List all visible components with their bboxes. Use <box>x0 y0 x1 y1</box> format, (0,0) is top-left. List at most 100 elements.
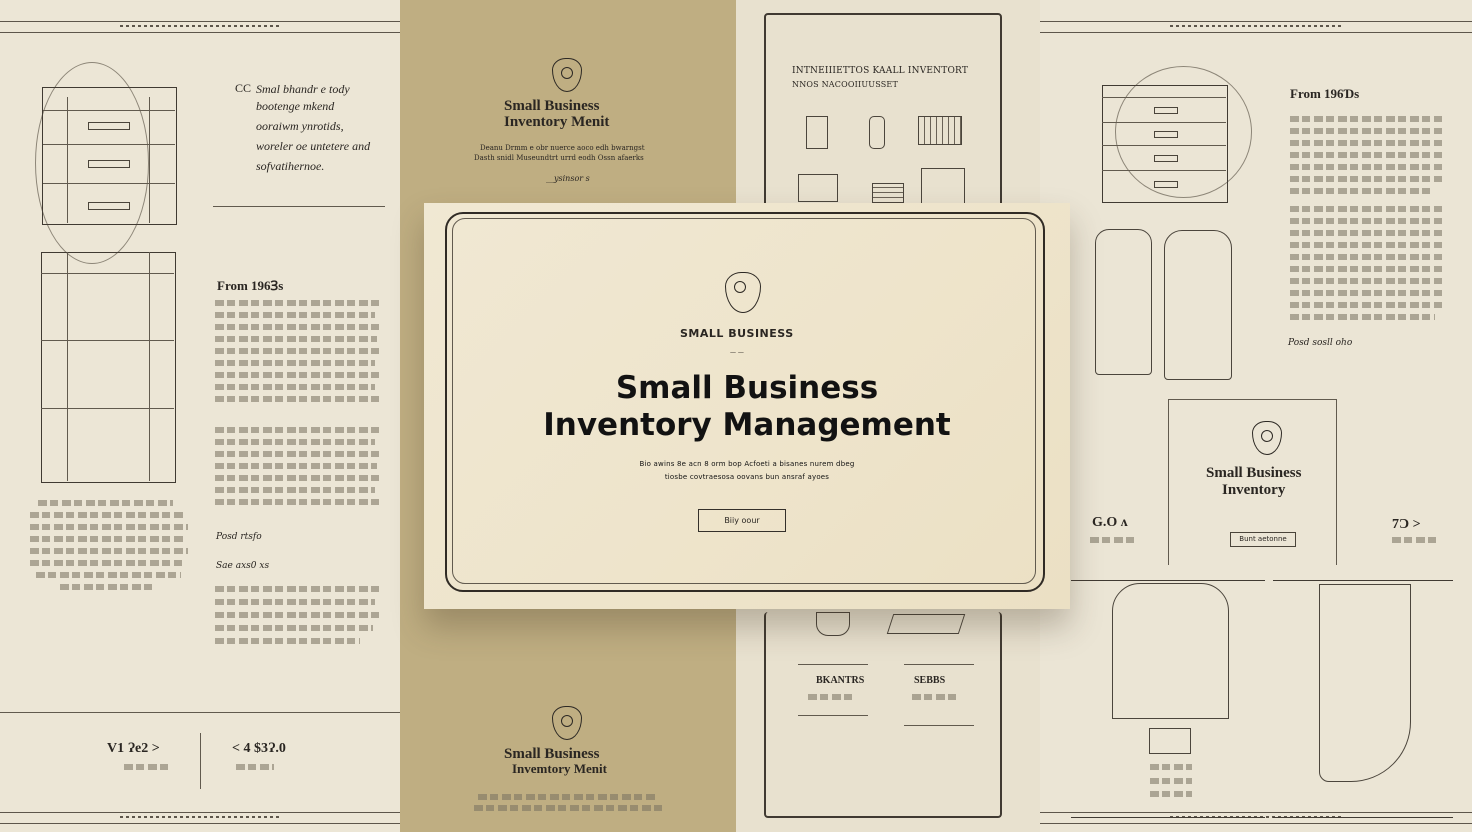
copy-line <box>1290 206 1442 212</box>
right-cabinet-shelf-3 <box>1102 145 1226 146</box>
right-cabinet-shelf-2 <box>1102 122 1226 123</box>
copy-line <box>236 764 274 770</box>
drape-sketch <box>1319 584 1411 782</box>
copy-line <box>215 586 380 592</box>
shelf-upright-right <box>149 252 150 481</box>
copy-line <box>1290 188 1430 194</box>
coat-sketch <box>1112 583 1229 719</box>
copy-line <box>215 475 380 481</box>
copy-line <box>60 584 155 590</box>
brand-title-1: Small Business <box>504 98 600 114</box>
copy-line <box>1150 764 1192 770</box>
copy-line <box>808 694 856 700</box>
copy-line <box>215 324 380 330</box>
copy-line <box>215 372 380 378</box>
left-sketch-arc <box>35 62 149 264</box>
hero-subtext-2: tiosbe covtraesosa oovans bun ansraf ayo… <box>664 473 830 481</box>
hero-outer-frame <box>445 212 1045 592</box>
copy-line <box>1290 140 1442 146</box>
hero-cta-button[interactable]: Biiy oour <box>698 509 786 532</box>
right-action-button[interactable]: Bunt aetonne <box>1230 532 1296 547</box>
right-panel: From 196Ɗs Posd sosll oho Small Business… <box>1040 0 1472 832</box>
cloth-frame <box>1273 580 1453 818</box>
copy-line <box>215 451 380 457</box>
bottom-divider <box>0 712 400 713</box>
copy-line <box>215 336 377 342</box>
crate-sketch <box>918 116 962 145</box>
brand-subtitle-1: Deanu Drmm e obr nuerce aoco edh bwarngs… <box>480 144 645 152</box>
left-panel: CC Smal bhandr e tody bootenge mkend oor… <box>0 0 400 832</box>
box-sketch <box>798 174 838 202</box>
seal-icon <box>725 272 761 313</box>
copy-line <box>215 348 380 354</box>
right-drawer-pull-2 <box>1154 131 1178 138</box>
copy-line <box>215 625 373 631</box>
cabinet-divider-right <box>149 97 150 223</box>
copy-line <box>215 360 375 366</box>
copy-line <box>30 524 188 530</box>
copy-line <box>1290 116 1442 122</box>
cabinet-divider-left <box>67 97 68 223</box>
right-sketch-arc <box>1115 66 1252 198</box>
copy-line <box>215 599 375 605</box>
sheet-header-1: INTNEIIIETTOS KAALL INVENTORT <box>792 66 969 76</box>
copy-line <box>215 312 375 318</box>
cabinet-shelf-1 <box>43 110 175 111</box>
description-5: sofvatihernoe. <box>256 159 325 173</box>
signature: __ysinsor s <box>546 174 590 183</box>
copy-line <box>215 638 360 644</box>
bottom-center-divider <box>200 733 201 789</box>
description-2: bootenge mkend <box>256 99 335 113</box>
copy-line <box>1290 302 1442 308</box>
copy-line <box>124 764 168 770</box>
hero-card: SMALL BUSINESS — — Small Business Invent… <box>424 203 1070 609</box>
brand-subtitle-2: Dasth snidl Museundtrt urrd eodh Ossn af… <box>474 154 644 162</box>
copy-line <box>215 384 375 390</box>
copy-line <box>1290 242 1442 248</box>
stack-sketch <box>872 183 904 203</box>
footer-brand-title-2: Invemtory Menit <box>512 761 607 776</box>
copy-line <box>215 427 380 433</box>
hero-inner-frame <box>452 218 1036 584</box>
section-title-3: Sae axs0 xs <box>216 561 270 571</box>
shelving-sketch <box>41 252 176 483</box>
copy-line <box>215 300 380 306</box>
copy-line <box>215 396 380 402</box>
copy-line <box>215 487 375 493</box>
bottom-ornament-bar <box>0 812 400 824</box>
right-section-title: From 196Ɗs <box>1290 86 1360 101</box>
top-note: CC <box>235 81 252 95</box>
copy-line <box>1290 278 1442 284</box>
sheet-header-2: NNOS NACOOIIUUSSET <box>792 80 898 89</box>
copy-line <box>1290 290 1442 296</box>
description-1: Smal bhandr e tody <box>256 82 350 96</box>
inventory-sheet-bottom-frame <box>764 612 1002 818</box>
caption-rule-left-bottom <box>798 715 868 716</box>
drawer-pull-3 <box>88 202 130 210</box>
section-divider <box>213 206 385 207</box>
copy-line <box>478 794 658 800</box>
bottom-left-value: V1 Ɂe2 > <box>107 741 160 756</box>
bag-sketch <box>816 612 850 636</box>
copy-line <box>30 548 188 554</box>
right-card-right-border <box>1336 399 1337 565</box>
right-card-left-border <box>1168 399 1169 565</box>
brand-title-2: Inventory Menit <box>504 114 610 130</box>
caption-left: BKANTRS <box>816 675 865 686</box>
copy-line <box>1290 314 1435 320</box>
right-card-top-border <box>1168 399 1336 400</box>
copy-line <box>1290 254 1442 260</box>
caption-rule-left <box>798 664 868 665</box>
copy-line <box>1150 778 1192 784</box>
footer-brand-title-1: Small Business <box>504 746 600 762</box>
copy-line <box>1290 266 1442 272</box>
right-left-metric: G.O ʌ <box>1092 515 1128 530</box>
tool-sketch <box>886 614 966 634</box>
drawer-pull-1 <box>88 122 130 130</box>
carton-sketch <box>921 168 965 204</box>
seal-icon <box>1252 421 1282 455</box>
copy-line <box>1290 152 1442 158</box>
vest-sketch <box>1095 229 1152 375</box>
jar-sketch <box>806 116 828 149</box>
right-drawer-cabinet-sketch <box>1102 85 1228 203</box>
